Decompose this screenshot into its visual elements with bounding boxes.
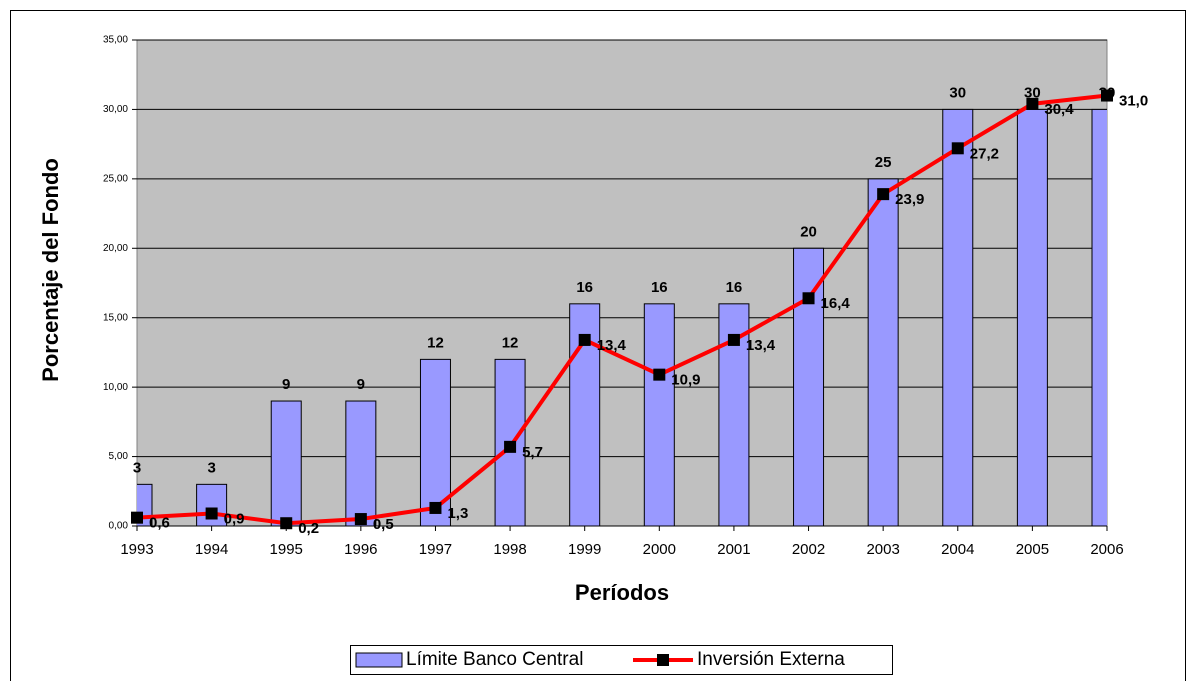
line-marker (504, 440, 517, 453)
line-marker (802, 292, 815, 305)
line-marker (280, 517, 293, 530)
bar (1091, 108, 1107, 526)
line-marker (1026, 97, 1039, 110)
bar-value-label: 9 (282, 376, 290, 393)
bar-value-label: 3 (133, 459, 141, 476)
line-value-label: 30,4 (1044, 101, 1074, 118)
line-value-label: 27,2 (970, 145, 999, 162)
line-marker (429, 501, 442, 514)
x-tick-label: 2004 (941, 541, 974, 558)
line-value-label: 23,9 (895, 191, 924, 208)
line-value-label: 1,3 (447, 505, 468, 522)
bar-value-label: 30 (1024, 84, 1041, 101)
x-tick-label: 2002 (792, 541, 825, 558)
legend-label: Límite Banco Central (406, 649, 583, 670)
x-tick-label: 2001 (717, 541, 750, 558)
x-tick-label: 2000 (643, 541, 676, 558)
x-tick-label: 1996 (344, 541, 377, 558)
legend-box (350, 645, 893, 675)
line-marker (131, 511, 143, 524)
bar-value-label: 25 (875, 154, 892, 171)
bar (942, 108, 974, 526)
y-tick-label: 20,00 (103, 243, 128, 254)
x-tick-label: 2003 (866, 541, 899, 558)
line-marker (951, 142, 964, 155)
line-value-label: 10,9 (671, 372, 700, 389)
y-tick-label: 30,00 (103, 104, 128, 115)
line-value-label: 0,2 (298, 520, 319, 537)
line-marker (1101, 89, 1113, 102)
bar-value-label: 30 (949, 84, 966, 101)
line-value-label: 0,6 (149, 515, 170, 532)
line-value-label: 0,9 (224, 510, 245, 527)
line (136, 93, 1108, 526)
x-tick-label: 1998 (493, 541, 526, 558)
bar-value-label: 20 (800, 223, 817, 240)
bar (196, 483, 228, 526)
line-value-label: 16,4 (821, 295, 851, 312)
bar (793, 247, 825, 526)
x-tick-label: 1999 (568, 541, 601, 558)
x-tick-label: 2006 (1090, 541, 1123, 558)
x-tick-label: 1993 (120, 541, 153, 558)
line-marker (877, 188, 890, 201)
bar (1016, 108, 1048, 526)
y-axis-title: Porcentaje del Fondo (38, 158, 63, 382)
line-value-label: 5,7 (522, 444, 543, 461)
legend-label: Inversión Externa (697, 649, 845, 670)
y-tick-label: 25,00 (103, 173, 128, 184)
x-tick-label: 2005 (1016, 541, 1049, 558)
x-tick-label: 1995 (270, 541, 303, 558)
bar (643, 303, 675, 526)
y-tick-label: 35,00 (103, 35, 128, 46)
bar-value-label: 9 (357, 376, 365, 393)
bar-value-label: 16 (726, 279, 743, 296)
line-value-label: 13,4 (597, 337, 627, 354)
bar-value-label: 12 (502, 334, 519, 351)
bar-value-label: 12 (427, 334, 444, 351)
line-value-label: 31,0 (1119, 93, 1148, 110)
bar (270, 400, 302, 526)
line-marker (653, 368, 666, 381)
legend-swatch (355, 652, 403, 668)
line-marker (578, 333, 591, 346)
line-marker (354, 513, 367, 526)
bar (867, 178, 899, 526)
x-tick-label: 1994 (195, 541, 228, 558)
bar-value-label: 16 (651, 279, 668, 296)
bar-value-label: 16 (576, 279, 593, 296)
bar (345, 400, 377, 526)
line-value-label: 13,4 (746, 337, 776, 354)
legend-marker (657, 654, 669, 666)
x-tick-label: 1997 (419, 541, 452, 558)
bar-value-label: 3 (207, 459, 215, 476)
y-tick-label: 0,00 (109, 521, 129, 532)
line-value-label: 0,5 (373, 516, 394, 533)
y-tick-label: 5,00 (109, 451, 129, 462)
y-tick-label: 10,00 (103, 382, 128, 393)
line-marker (205, 507, 218, 520)
line-marker (727, 333, 740, 346)
y-tick-label: 15,00 (103, 312, 128, 323)
x-axis-title: Períodos (575, 580, 669, 605)
